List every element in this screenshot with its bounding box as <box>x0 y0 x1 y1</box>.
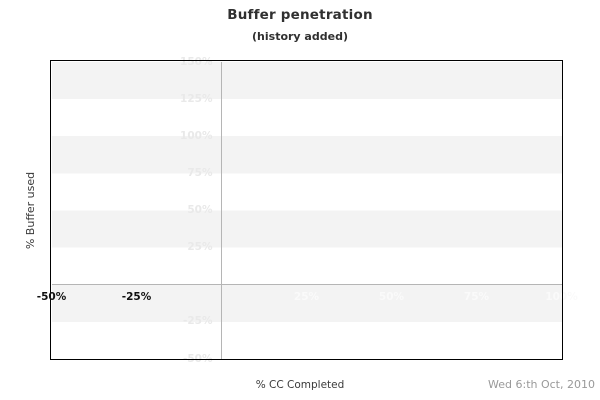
date-label: Wed 6:th Oct, 2010 <box>488 378 595 391</box>
x-tick-label: 75% <box>463 291 490 303</box>
y-zero-gridline <box>51 283 562 285</box>
x-zero-gridline <box>221 61 222 359</box>
plot-bands <box>51 61 562 359</box>
x-tick-label: -50% <box>36 291 67 303</box>
y-axis-title-text: % Buffer used <box>24 171 38 249</box>
chart-title: Buffer penetration <box>227 7 373 23</box>
x-tick-label: -25% <box>121 291 152 303</box>
y-tick-label: -50% <box>183 352 213 365</box>
y-tick-label: -25% <box>183 315 213 328</box>
y-axis-title: % Buffer used <box>18 60 44 360</box>
x-axis-title: % CC Completed <box>255 379 345 391</box>
y-tick-label: 100% <box>180 129 213 142</box>
x-tick-label: 50% <box>378 291 405 303</box>
chart-subtitle: (history added) <box>252 30 348 43</box>
y-tick-label: 50% <box>187 204 213 216</box>
y-tick-label: 75% <box>187 166 213 179</box>
x-tick-label: 100% <box>545 291 578 303</box>
y-tick-label: 150% <box>180 55 213 68</box>
y-tick-label: 25% <box>187 241 213 254</box>
y-tick-label: 125% <box>180 92 213 105</box>
x-tick-label: 25% <box>293 291 320 303</box>
plot-area: 150% 125% 100% 75% 50% 25% -25% -50% -50% -25% 25%… <box>37 56 578 365</box>
